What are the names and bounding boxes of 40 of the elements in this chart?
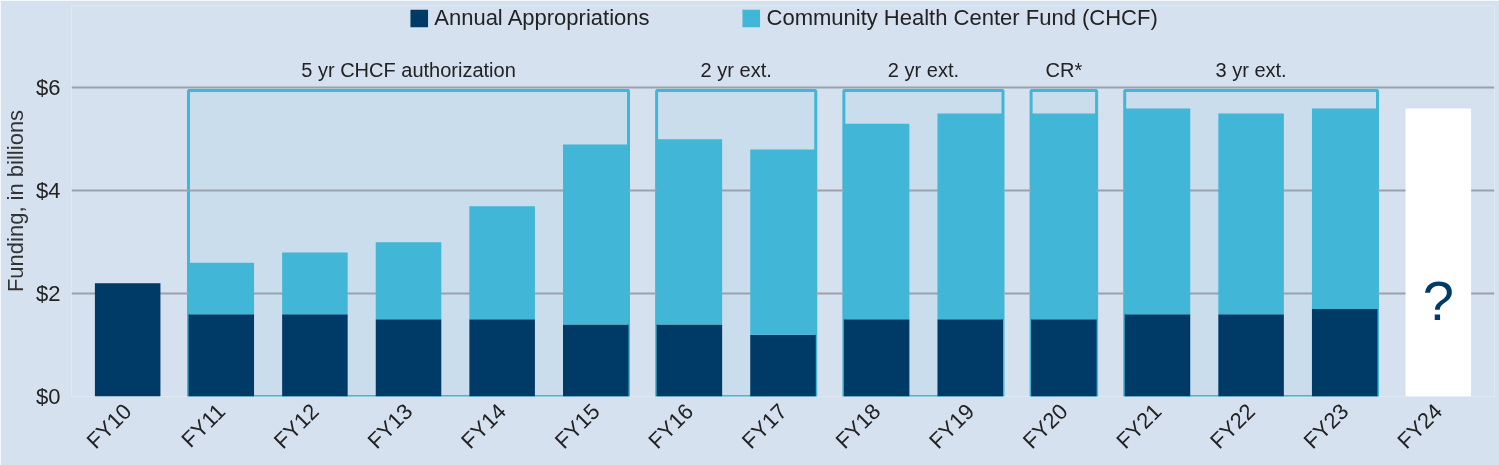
bar: [656, 139, 723, 325]
bar: [937, 319, 1003, 397]
bar: [282, 252, 348, 315]
legend-label: Community Health Center Fund (CHCF): [766, 5, 1158, 31]
bar: [750, 334, 816, 397]
legend-label: Annual Appropriations: [434, 5, 650, 31]
bar: [843, 123, 910, 320]
bar: [1031, 319, 1097, 397]
annotation: ?: [1422, 268, 1454, 332]
bar: [656, 324, 723, 397]
bar: [1124, 314, 1191, 397]
bar: [563, 144, 629, 325]
band-label: CR*: [1045, 59, 1083, 82]
bar: [1218, 314, 1284, 397]
bar: [188, 314, 255, 397]
bar: [1124, 108, 1191, 315]
bar: [1311, 309, 1378, 397]
band-label: 2 yr ext.: [700, 59, 772, 82]
bar: [843, 319, 910, 397]
y-axis-title: Funding, in billions: [3, 109, 29, 293]
y-tick-label: $2: [36, 281, 61, 307]
bar: [375, 242, 442, 320]
bar: [563, 324, 629, 397]
band-label: 2 yr ext.: [887, 59, 959, 82]
bar: [750, 149, 816, 335]
bar: [188, 262, 255, 315]
bar: [469, 206, 535, 320]
bar: [1311, 108, 1378, 310]
bar: [469, 319, 535, 397]
bar: [282, 314, 348, 397]
bar: [937, 113, 1003, 320]
band-label: 5 yr CHCF authorization: [301, 59, 516, 82]
y-tick-label: $4: [36, 178, 61, 204]
bar: [1405, 108, 1472, 397]
bar: [94, 283, 161, 397]
bar: [375, 319, 442, 397]
y-tick-label: $0: [36, 384, 61, 409]
y-tick-label: $6: [36, 75, 61, 101]
bar: [1218, 113, 1284, 315]
band-label: 3 yr ext.: [1215, 59, 1287, 82]
